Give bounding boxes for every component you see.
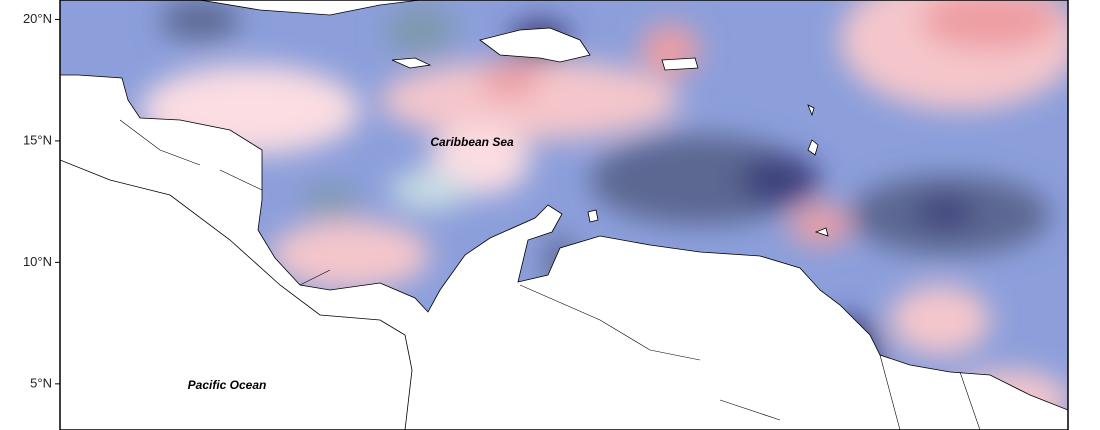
ocean-label: Pacific Ocean: [188, 378, 267, 392]
sea-label: Caribbean Sea: [430, 135, 514, 149]
jamaica: [391, 57, 432, 69]
puerto-rico: [661, 57, 699, 71]
anomaly-field: [60, 0, 1068, 430]
y-tick-label: 10°N: [23, 254, 52, 269]
hispaniola: [479, 27, 591, 63]
frame: [59, 0, 1069, 430]
y-tick-label: 5°N: [30, 375, 52, 390]
y-tick-label: 15°N: [23, 132, 52, 147]
land: [60, 74, 1068, 430]
borders: [119, 119, 981, 430]
lesser-antilles: [807, 104, 829, 237]
pacific-coast: [60, 159, 413, 430]
y-tick-label: 20°N: [23, 11, 52, 26]
island: [587, 209, 599, 223]
cuba: [60, 0, 421, 16]
